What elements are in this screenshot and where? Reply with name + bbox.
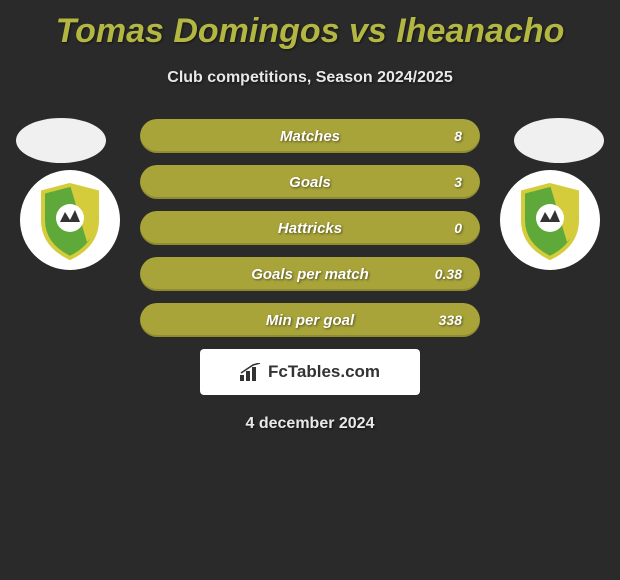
player-avatar-right (514, 118, 604, 163)
stats-container: Matches 8 Goals 3 Hattricks 0 Goals per … (140, 119, 480, 337)
stat-label: Hattricks (278, 220, 342, 237)
shield-icon (35, 180, 105, 260)
player-avatar-left (16, 118, 106, 163)
stat-label: Goals per match (251, 266, 369, 283)
stat-right-value: 338 (432, 312, 462, 328)
stat-right-value: 8 (432, 128, 462, 144)
shield-icon (515, 180, 585, 260)
stat-label: Matches (280, 128, 340, 145)
comparison-subtitle: Club competitions, Season 2024/2025 (0, 69, 620, 87)
stat-row-min-per-goal: Min per goal 338 (140, 303, 480, 337)
stat-right-value: 0.38 (432, 266, 462, 282)
stat-row-goals: Goals 3 (140, 165, 480, 199)
stat-right-value: 3 (432, 174, 462, 190)
stat-right-value: 0 (432, 220, 462, 236)
comparison-date: 4 december 2024 (0, 415, 620, 433)
chart-icon (240, 363, 262, 381)
branding-badge: FcTables.com (200, 349, 420, 395)
branding-text: FcTables.com (268, 362, 380, 382)
comparison-title: Tomas Domingos vs Iheanacho (0, 0, 620, 51)
stat-label: Goals (289, 174, 331, 191)
stat-row-matches: Matches 8 (140, 119, 480, 153)
stat-label: Min per goal (266, 312, 354, 329)
stat-row-hattricks: Hattricks 0 (140, 211, 480, 245)
club-logo-right (500, 170, 600, 270)
stat-row-goals-per-match: Goals per match 0.38 (140, 257, 480, 291)
club-logo-left (20, 170, 120, 270)
